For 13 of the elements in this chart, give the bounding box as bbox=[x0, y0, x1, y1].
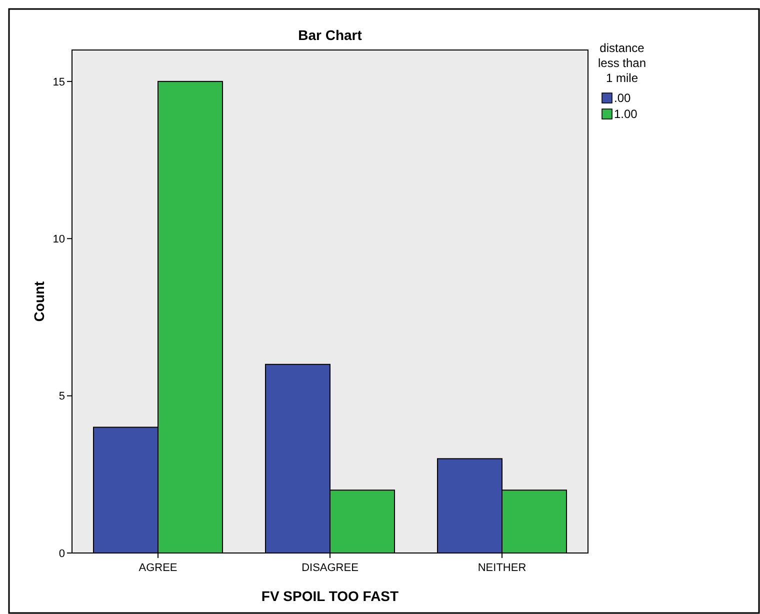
chart-title: Bar Chart bbox=[298, 27, 362, 43]
y-tick-label: 10 bbox=[52, 233, 65, 246]
y-tick-label: 15 bbox=[52, 76, 65, 88]
x-tick-label: NEITHER bbox=[478, 562, 526, 574]
legend-label: .00 bbox=[614, 91, 632, 105]
x-axis-title: FV SPOIL TOO FAST bbox=[261, 588, 400, 604]
legend-title: distance less than 1 mile bbox=[598, 41, 646, 85]
y-axis-title: Count bbox=[31, 280, 47, 322]
y-tick-label: 0 bbox=[58, 548, 65, 560]
x-tick-label: AGREE bbox=[138, 562, 178, 574]
x-tick-label: DISAGREE bbox=[302, 562, 358, 574]
legend-label: 1.00 bbox=[614, 107, 638, 121]
y-tick-label: 5 bbox=[58, 390, 65, 403]
